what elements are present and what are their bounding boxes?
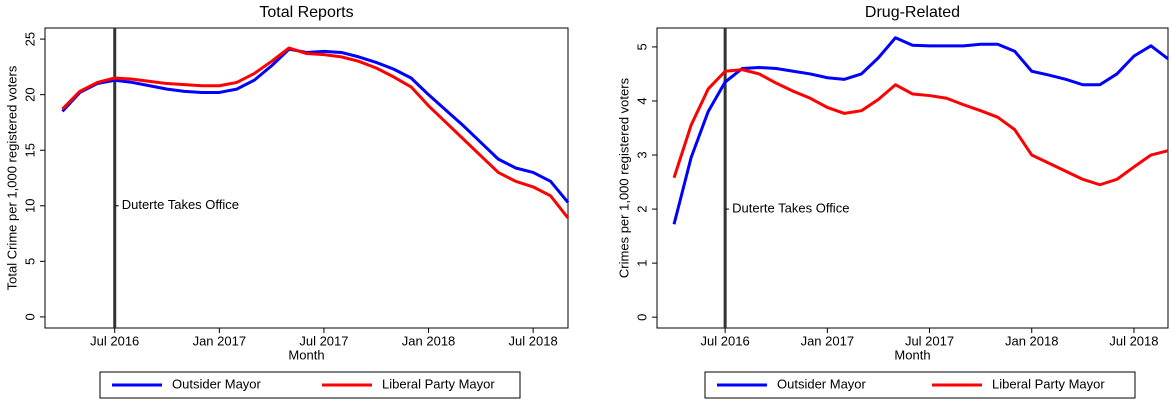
x-tick-label: Jan 2017 — [193, 333, 247, 348]
y-axis-label: Crimes per 1,000 registered voters — [616, 77, 631, 278]
y-tick-label: 1 — [634, 260, 649, 267]
legend-label: Outsider Mayor — [777, 376, 867, 391]
y-tick-label: 3 — [634, 151, 649, 158]
annotation: Duterte Takes Office — [122, 197, 239, 212]
chart-title: Total Reports — [259, 4, 353, 21]
x-tick-label: Jan 2018 — [402, 333, 456, 348]
x-tick-label: Jul 2016 — [90, 333, 139, 348]
x-axis-label: Month — [894, 347, 930, 362]
x-tick-label: Jul 2017 — [299, 333, 348, 348]
x-axis-label: Month — [288, 347, 324, 362]
y-tick-label: 5 — [22, 258, 37, 265]
y-tick-label: 0 — [22, 313, 37, 320]
legend-label: Liberal Party Mayor — [382, 376, 495, 391]
x-tick-label: Jan 2017 — [801, 333, 855, 348]
y-tick-label: 4 — [634, 97, 649, 104]
legend-box — [704, 371, 1136, 399]
y-tick-label: 25 — [22, 32, 37, 46]
y-tick-label: 10 — [22, 199, 37, 213]
legend-label: Outsider Mayor — [172, 376, 262, 391]
y-tick-label: 5 — [634, 43, 649, 50]
y-axis-label: Total Crime per 1,000 registered voters — [4, 65, 19, 290]
y-tick-label: 15 — [22, 143, 37, 157]
series-line — [672, 68, 1169, 187]
x-tick-label: Jan 2018 — [1005, 333, 1059, 348]
legend-box — [99, 371, 521, 399]
x-tick-label: Jul 2016 — [701, 333, 750, 348]
series-line — [61, 47, 570, 204]
x-tick-label: Jul 2017 — [905, 333, 954, 348]
legend-label: Liberal Party Mayor — [992, 376, 1105, 391]
y-tick-label: 2 — [634, 205, 649, 212]
annotation: Duterte Takes Office — [732, 201, 849, 216]
x-tick-label: Jul 2018 — [1109, 333, 1158, 348]
series-line — [61, 46, 570, 219]
plot-frame — [656, 27, 1169, 329]
y-tick-label: 0 — [634, 314, 649, 321]
x-tick-label: Jul 2018 — [509, 333, 558, 348]
series-line — [672, 36, 1169, 225]
chart-title: Drug-Related — [865, 4, 960, 21]
plot-frame — [44, 27, 569, 329]
y-tick-label: 20 — [22, 87, 37, 101]
